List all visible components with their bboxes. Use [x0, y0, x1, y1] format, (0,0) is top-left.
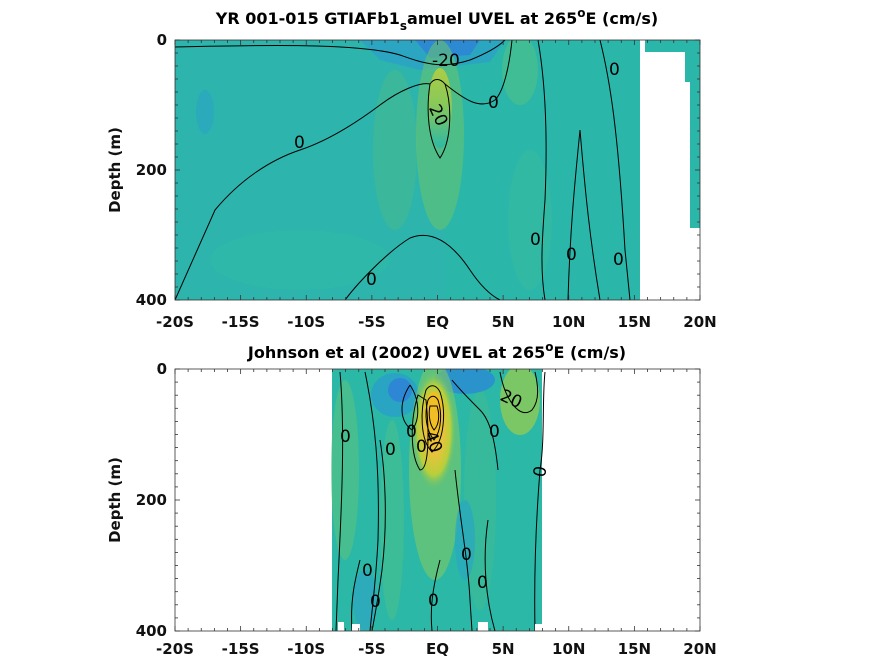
y-tick-label: 0	[157, 360, 167, 378]
x-tick-label: -20S	[156, 640, 194, 656]
bottom-y-axis-label: Depth (m)	[106, 457, 124, 543]
x-tick-label: 10N	[552, 640, 585, 656]
top-contour-label: 0	[530, 230, 541, 250]
x-tick-label: -20S	[156, 313, 194, 331]
x-tick-label: 15N	[618, 313, 651, 331]
bottom-contour-label: 0	[428, 591, 439, 611]
top-x-ticklabels: -20S -15S -10S -5S EQ 5N 10N 15N 20N	[156, 313, 717, 331]
top-minor-ticks	[174, 39, 701, 301]
x-tick-label: 10N	[552, 313, 585, 331]
top-contour-label: 0	[609, 60, 620, 80]
bottom-panel: Johnson et al (2002) UVEL at 265oE (cm/s…	[106, 340, 717, 656]
top-contour-label: 0	[366, 270, 377, 290]
x-tick-label: 20N	[683, 313, 716, 331]
bottom-contour-label: 0	[362, 561, 373, 581]
bottom-contour-label: 0	[406, 422, 417, 442]
x-tick-label: 15N	[618, 640, 651, 656]
top-contour-label: -20	[432, 51, 460, 71]
bottom-contour-label: 0	[385, 440, 396, 460]
top-contour-label: 0	[613, 250, 624, 270]
y-tick-label: 200	[136, 161, 167, 179]
x-tick-label: EQ	[426, 313, 449, 331]
bottom-contour-field	[331, 369, 546, 631]
bottom-contour-label: 0	[477, 573, 488, 593]
top-contour-field	[175, 40, 700, 300]
bottom-contour-label: 0	[489, 422, 500, 442]
bottom-y-ticklabels: 0 200 400	[136, 360, 167, 640]
x-tick-label: 20N	[683, 640, 716, 656]
x-tick-label: 5N	[492, 313, 515, 331]
x-tick-label: -5S	[358, 640, 385, 656]
bottom-panel-title: Johnson et al (2002) UVEL at 265oE (cm/s…	[247, 340, 626, 362]
bottom-contour-label: 0	[416, 437, 427, 457]
x-tick-label: -10S	[287, 313, 325, 331]
y-tick-label: 400	[136, 291, 167, 309]
top-panel: YR 001-015 GTIAFb1samuel UVEL at 265oE (…	[106, 6, 717, 331]
x-tick-label: -5S	[358, 313, 385, 331]
bottom-contour-label: 0	[370, 592, 381, 612]
x-tick-label: EQ	[426, 640, 449, 656]
top-y-ticklabels: 0 200 400	[136, 31, 167, 309]
top-panel-title: YR 001-015 GTIAFb1samuel UVEL at 265oE (…	[215, 6, 658, 33]
top-y-axis-label: Depth (m)	[106, 127, 124, 213]
y-tick-label: 0	[157, 31, 167, 49]
bottom-contour-label: 0	[461, 545, 472, 565]
bottom-contour-label: 0	[530, 465, 552, 479]
top-contour-label: 0	[294, 133, 305, 153]
bottom-contour-label: 0	[340, 427, 351, 447]
top-contour-label: 0	[566, 245, 577, 265]
x-tick-label: -15S	[222, 640, 260, 656]
bottom-minor-ticks	[174, 368, 701, 632]
y-tick-label: 200	[136, 491, 167, 509]
x-tick-label: 5N	[492, 640, 515, 656]
x-tick-label: -15S	[222, 313, 260, 331]
bottom-x-ticklabels: -20S -15S -10S -5S EQ 5N 10N 15N 20N	[156, 640, 717, 656]
x-tick-label: -10S	[287, 640, 325, 656]
y-tick-label: 400	[136, 622, 167, 640]
top-contour-label: 0	[488, 93, 499, 113]
